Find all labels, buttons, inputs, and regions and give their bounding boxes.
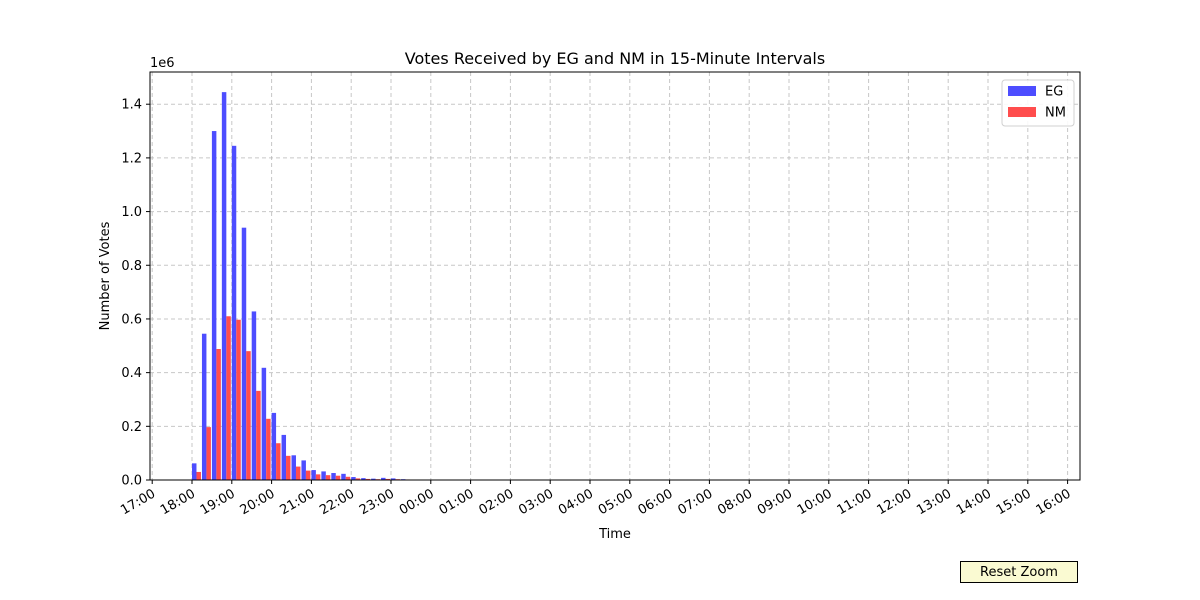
bar-nm: [276, 443, 281, 480]
x-tick-label: 16:00: [1034, 486, 1074, 518]
bar-eg: [371, 478, 376, 480]
plot-frame: [149, 71, 1081, 481]
bar-nm: [315, 474, 321, 480]
legend-label-eg: EG: [1045, 85, 1063, 100]
x-tick-label: 18:00: [158, 486, 198, 518]
bar-eg: [321, 471, 326, 480]
bar-nm: [266, 418, 271, 480]
bar-eg: [381, 477, 386, 480]
bar-eg: [351, 477, 356, 480]
legend-swatch-nm: [1008, 107, 1036, 117]
y-tick-label: 0.2: [121, 420, 142, 435]
x-tick-label: 01:00: [437, 486, 477, 518]
x-tick-label: 23:00: [357, 486, 397, 518]
bar-nm: [355, 478, 361, 480]
x-tick-label: 05:00: [596, 486, 636, 518]
bar-nm: [335, 475, 341, 480]
bar-eg: [331, 473, 336, 480]
bar-eg: [391, 478, 396, 480]
y-tick-label: 0.4: [121, 366, 142, 381]
y-tick-label: 0.0: [121, 474, 142, 489]
bar-nm: [345, 476, 351, 480]
bar-eg: [291, 455, 296, 480]
bar-eg: [301, 460, 306, 480]
bar-nm: [385, 478, 391, 480]
x-tick-label: 21:00: [277, 486, 317, 518]
reset-zoom-button[interactable]: Reset Zoom: [960, 561, 1078, 583]
bar-nm: [226, 316, 231, 480]
x-tick-label: 15:00: [994, 486, 1034, 518]
bar-nm: [196, 471, 201, 480]
x-tick-label: 11:00: [835, 486, 875, 518]
bar-eg: [261, 367, 267, 480]
y-axis-label: Number of Votes: [98, 221, 113, 330]
bar-nm: [365, 478, 371, 480]
chart-title: Votes Received by EG and NM in 15-Minute…: [405, 49, 825, 68]
x-tick-label: 00:00: [397, 486, 437, 518]
x-tick-label: 02:00: [476, 486, 516, 518]
bar-eg: [211, 131, 217, 481]
bar-eg: [281, 434, 287, 480]
x-tick-label: 04:00: [556, 486, 596, 518]
x-tick-label: 07:00: [675, 486, 715, 518]
x-axis-label: Time: [598, 527, 631, 542]
y-tick-label: 0.8: [121, 259, 142, 274]
bar-eg: [341, 473, 346, 480]
bar-eg: [192, 463, 197, 480]
bar-eg: [311, 470, 316, 480]
x-tick-label: 08:00: [715, 486, 755, 518]
x-tick-label: 17:00: [118, 486, 158, 518]
y-offset-label: 1e6: [150, 56, 175, 71]
bar-nm: [305, 470, 311, 480]
legend-label-nm: NM: [1045, 106, 1066, 121]
legend: EG NM: [1001, 79, 1075, 127]
y-axis: 0.0 0.2 0.4 0.6 0.8 1.0 1.2 1.4: [121, 98, 150, 489]
bar-eg: [271, 412, 277, 480]
y-tick-label: 0.6: [121, 312, 142, 327]
x-tick-label: 14:00: [954, 486, 994, 518]
bar-eg: [251, 311, 257, 480]
bar-eg: [231, 145, 237, 480]
bars: [192, 92, 410, 481]
bar-eg: [361, 478, 366, 480]
bar-eg: [241, 227, 247, 480]
bar-nm: [206, 427, 211, 480]
grid: [150, 72, 1080, 481]
x-axis: 17:00 18:00 19:00 20:00 21:00 22:00 23:00 00:00…: [118, 480, 1074, 518]
bar-eg: [201, 333, 207, 480]
x-tick-label: 10:00: [795, 486, 835, 518]
bar-eg: [221, 92, 227, 480]
bar-nm: [246, 351, 251, 480]
x-tick-label: 19:00: [198, 486, 238, 518]
bar-nm: [236, 319, 241, 480]
x-tick-label: 13:00: [914, 486, 954, 518]
x-tick-label: 06:00: [636, 486, 676, 518]
x-tick-label: 03:00: [516, 486, 556, 518]
x-tick-label: 12:00: [874, 486, 914, 518]
bar-nm: [256, 390, 261, 480]
bar-nm: [295, 466, 301, 480]
x-tick-label: 22:00: [317, 486, 357, 518]
x-tick-label: 09:00: [755, 486, 795, 518]
bar-nm: [286, 455, 291, 480]
y-tick-label: 1.2: [121, 151, 142, 166]
y-tick-label: 1.0: [121, 205, 142, 220]
bar-nm: [216, 349, 221, 480]
y-tick-label: 1.4: [121, 98, 142, 113]
x-tick-label: 20:00: [238, 486, 278, 518]
legend-swatch-eg: [1008, 86, 1036, 96]
bar-nm: [325, 475, 331, 480]
